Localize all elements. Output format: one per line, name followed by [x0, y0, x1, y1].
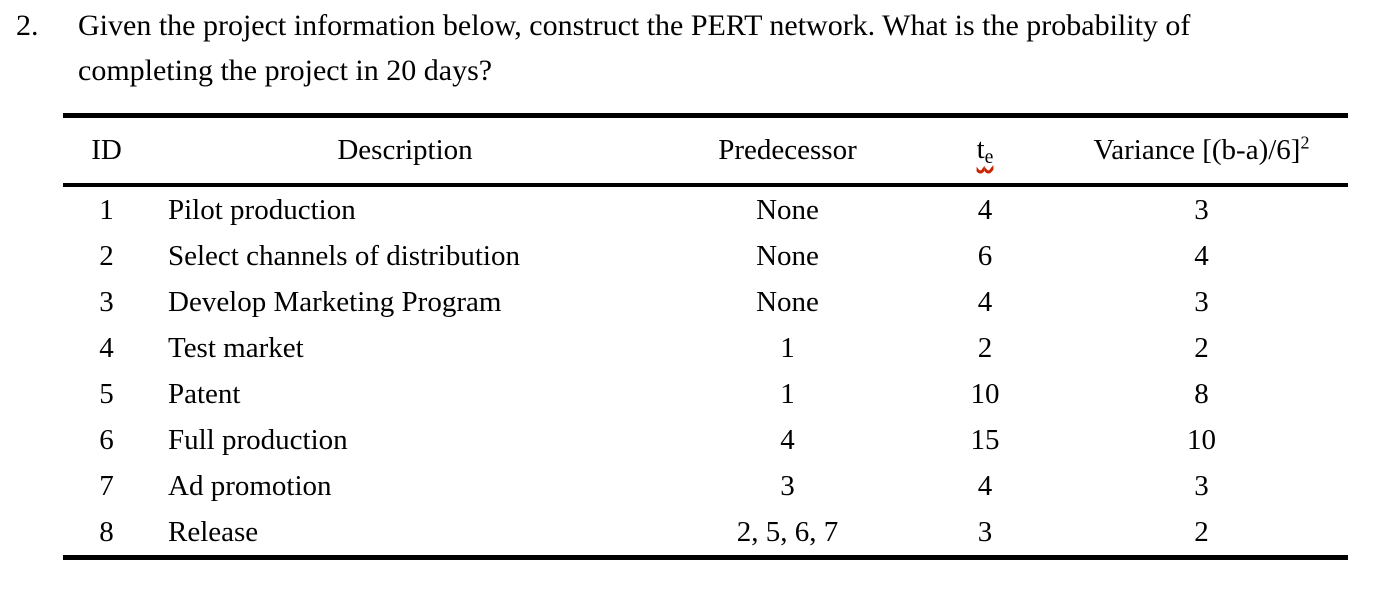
cell-description: Full production [168, 423, 348, 456]
cell-description: Develop Marketing Program [168, 285, 502, 318]
column-header-id: ID [63, 115, 150, 187]
cell-predecessor: None [756, 239, 819, 272]
cell-predecessor: 3 [780, 469, 795, 502]
table-row: 5 Patent 1 10 8 [63, 371, 1348, 417]
cell-description: Pilot production [168, 193, 356, 226]
te-subscript: e [984, 145, 994, 168]
column-header-variance: Variance [(b-a)/6]2 [1055, 115, 1348, 187]
cell-predecessor: None [756, 193, 819, 226]
cell-description: Ad promotion [168, 469, 332, 502]
cell-description: Test market [168, 331, 304, 364]
cell-te: 15 [970, 423, 1000, 456]
project-table: ID Description Predecessor te Variance [… [63, 113, 1348, 560]
cell-predecessor: 1 [780, 377, 795, 410]
cell-description: Release [168, 515, 259, 548]
table-row: 7 Ad promotion 3 4 3 [63, 463, 1348, 509]
cell-te: 3 [977, 515, 993, 548]
cell-id: 1 [99, 193, 114, 226]
cell-variance: 8 [1194, 377, 1209, 410]
question: 2. Given the project information below, … [16, 3, 1190, 93]
cell-id: 4 [99, 331, 114, 364]
cell-variance: 2 [1194, 515, 1209, 548]
variance-label: Variance [(b-a)/6] [1093, 134, 1301, 166]
cell-id: 6 [99, 423, 114, 456]
cell-variance: 10 [1187, 423, 1216, 456]
cell-description: Patent [168, 377, 241, 410]
table-header-row: ID Description Predecessor te Variance [… [63, 115, 1348, 187]
column-header-te: te [915, 115, 1055, 187]
cell-predecessor: None [756, 285, 819, 318]
cell-id: 2 [99, 239, 114, 272]
cell-predecessor: 2, 5, 6, 7 [736, 515, 839, 548]
table-row: 2 Select channels of distribution None 6… [63, 233, 1348, 279]
cell-variance: 3 [1194, 469, 1209, 502]
cell-te: 4 [977, 193, 993, 226]
cell-te: 4 [977, 469, 993, 502]
te-base-text: t [976, 132, 985, 165]
question-number: 2. [16, 9, 39, 42]
cell-id: 8 [99, 515, 114, 548]
cell-variance: 3 [1194, 193, 1209, 226]
cell-predecessor: 4 [780, 423, 795, 456]
cell-variance: 4 [1194, 239, 1209, 272]
cell-variance: 2 [1194, 331, 1209, 364]
cell-id: 7 [99, 469, 114, 502]
cell-te: 4 [977, 285, 993, 318]
question-line-1: Given the project information below, con… [78, 9, 1191, 42]
cell-predecessor: 1 [780, 331, 795, 364]
cell-id: 5 [99, 377, 114, 410]
cell-te: 10 [970, 377, 1000, 410]
table-row: 4 Test market 1 2 2 [63, 325, 1348, 371]
cell-variance: 3 [1194, 285, 1209, 318]
column-header-predecessor: Predecessor [660, 115, 915, 187]
table-row: 6 Full production 4 15 10 [63, 417, 1348, 463]
column-header-description: Description [150, 115, 660, 187]
question-line-2: completing the project in 20 days? [78, 54, 493, 87]
table-row: 1 Pilot production None 4 3 [63, 185, 1348, 233]
variance-exponent: 2 [1300, 132, 1310, 153]
table-row: 8 Release 2, 5, 6, 7 3 2 [63, 509, 1348, 558]
cell-te: 6 [977, 239, 993, 272]
cell-te: 2 [977, 331, 993, 364]
cell-id: 3 [99, 285, 114, 318]
question-text: Given the project information below, con… [78, 3, 1190, 93]
table-row: 3 Develop Marketing Program None 4 3 [63, 279, 1348, 325]
te-header-underline: te [977, 133, 994, 169]
cell-description: Select channels of distribution [168, 239, 520, 272]
